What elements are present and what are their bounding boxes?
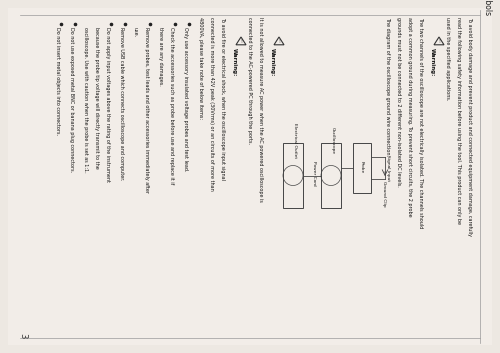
Text: read the following safety information before using the tool. This product can on: read the following safety information be… (456, 17, 461, 224)
Text: Do not use exposed metal BNC or banana plug connectors.: Do not use exposed metal BNC or banana p… (69, 27, 74, 172)
Bar (321, 143, 341, 208)
Bar (283, 143, 303, 208)
Text: Warning:: Warning: (232, 48, 237, 76)
Text: connected is more than 42V peak (30Vrms) or an circuits of more than: connected is more than 42V peak (30Vrms)… (209, 17, 214, 191)
Text: oscilloscope. Use with caution when the probe is set as 1:1.: oscilloscope. Use with caution when the … (83, 27, 88, 173)
Text: The two channels of the oscilloscope are not electrically isolated. The channels: The two channels of the oscilloscope are… (418, 17, 423, 228)
Text: grounds must not be connected to 2 different non-isolated DC levels.: grounds must not be connected to 2 diffe… (396, 17, 401, 187)
Text: use.: use. (133, 27, 138, 37)
Text: Check the accessories such as probe before use and replace it if: Check the accessories such as probe befo… (169, 27, 174, 184)
Text: Ground Clip: Ground Clip (382, 181, 386, 207)
Text: Do not apply input voltages above the rating of the instrument: Do not apply input voltages above the ra… (105, 27, 110, 182)
Text: 3: 3 (18, 333, 27, 339)
Text: there are any damages.: there are any damages. (158, 27, 163, 86)
Text: Warning:: Warning: (430, 48, 435, 76)
Text: connected to the AC-powered PC through the ports.: connected to the AC-powered PC through t… (247, 17, 252, 144)
Text: because the probe tip voltage will directly transmit to the: because the probe tip voltage will direc… (94, 27, 99, 169)
Text: The diagram of the oscilloscope ground wire connection:: The diagram of the oscilloscope ground w… (385, 17, 390, 156)
Bar (353, 143, 371, 193)
Text: used in the specified applications.: used in the specified applications. (445, 17, 450, 100)
Text: Probe: Probe (360, 161, 364, 173)
Text: adopt a common ground during measuring. To prevent short circuits, the 2 probe: adopt a common ground during measuring. … (407, 17, 412, 217)
Text: To avoid fire or electrical shock, when the oscilloscope input signal: To avoid fire or electrical shock, when … (220, 17, 225, 180)
Text: To avoid body damage and prevent product and connected equipment damage, careful: To avoid body damage and prevent product… (467, 17, 472, 236)
Text: 2 Safety Terms and Symbols: 2 Safety Terms and Symbols (483, 0, 492, 15)
Text: !: ! (278, 39, 280, 44)
Text: Signal Input: Signal Input (386, 155, 390, 181)
Text: 4800VA, please take note of below items:: 4800VA, please take note of below items: (198, 17, 203, 119)
Text: It is not allowed to measure AC power when the AC powered oscilloscope is: It is not allowed to measure AC power wh… (258, 17, 263, 202)
Text: Power Cord: Power Cord (312, 161, 316, 186)
Text: Do not insert metal objects into connectors.: Do not insert metal objects into connect… (55, 27, 60, 135)
Text: !: ! (240, 39, 242, 44)
Text: Electrical Outlet: Electrical Outlet (293, 124, 297, 158)
Text: Only use accessory insulated voltage probes and test lead.: Only use accessory insulated voltage pro… (183, 27, 188, 172)
Text: !: ! (438, 39, 440, 44)
Text: Oscilloscope: Oscilloscope (331, 127, 335, 155)
Text: Remove probes, test leads and other accessories immediately after: Remove probes, test leads and other acce… (144, 27, 149, 193)
Text: Warning:: Warning: (270, 48, 275, 76)
Text: Remove USB cable which connects oscilloscope and computer.: Remove USB cable which connects oscillos… (119, 27, 124, 180)
